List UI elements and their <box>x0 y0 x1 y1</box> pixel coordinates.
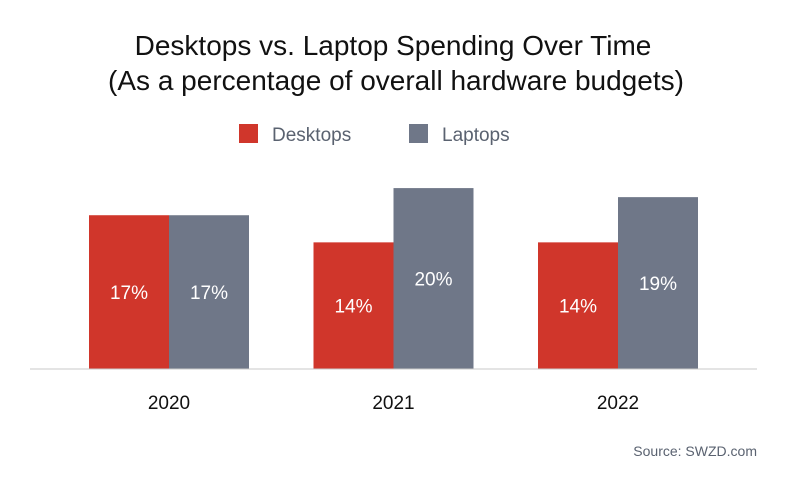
bar-label-laptops-2020: 17% <box>190 283 228 304</box>
bar-label-desktops-2020: 17% <box>110 283 148 304</box>
legend-swatch-desktops <box>239 124 258 143</box>
category-labels-group: 2020 2021 2022 <box>148 393 639 414</box>
legend: Desktops Laptops <box>239 124 510 146</box>
chart-title: Desktops vs. Laptop Spending Over Time <box>135 30 652 61</box>
chart-subtitle: (As a percentage of overall hardware bud… <box>108 65 684 96</box>
bar-label-desktops-2022: 14% <box>559 297 597 318</box>
bar-desktops-2022 <box>538 242 618 369</box>
bar-laptops-2022 <box>618 197 698 369</box>
bar-desktops-2020 <box>89 215 169 369</box>
bar-laptops-2021 <box>393 188 474 369</box>
category-label-2020: 2020 <box>148 393 190 414</box>
bar-label-laptops-2022: 19% <box>639 274 677 295</box>
legend-label-laptops: Laptops <box>442 125 510 146</box>
bar-desktops-2021 <box>313 242 394 369</box>
category-label-2022: 2022 <box>597 393 639 414</box>
category-label-2021: 2021 <box>372 393 414 414</box>
source-note: Source: SWZD.com <box>633 443 757 459</box>
legend-swatch-laptops <box>409 124 428 143</box>
bar-label-desktops-2021: 14% <box>334 297 372 318</box>
legend-label-desktops: Desktops <box>272 125 351 146</box>
bar-labels-group: 17% 17% 14% 20% 14% 19% <box>110 270 677 318</box>
bars-group <box>89 188 698 369</box>
bar-label-laptops-2021: 20% <box>414 270 452 291</box>
bar-laptops-2020 <box>169 215 249 369</box>
